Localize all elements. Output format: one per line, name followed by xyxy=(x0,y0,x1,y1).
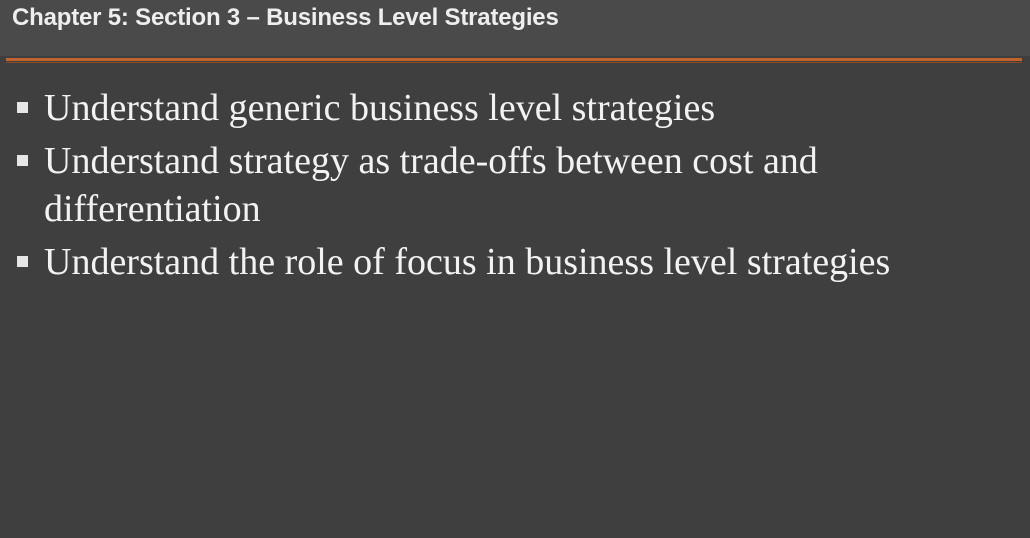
bullet-list: Understand generic business level strate… xyxy=(0,84,1030,291)
slide-title: Chapter 5: Section 3 – Business Level St… xyxy=(12,4,559,31)
square-bullet-icon xyxy=(17,256,28,267)
bullet-item: Understand strategy as trade-offs betwee… xyxy=(0,137,1004,233)
bullet-item: Understand the role of focus in business… xyxy=(0,238,1004,286)
bullet-item: Understand generic business level strate… xyxy=(0,84,1004,132)
slide-header: Chapter 5: Section 3 – Business Level St… xyxy=(0,0,1030,56)
square-bullet-icon xyxy=(17,102,28,113)
bullet-text: Understand strategy as trade-offs betwee… xyxy=(44,140,818,230)
title-divider-shadow xyxy=(6,62,1022,63)
bullet-text: Understand the role of focus in business… xyxy=(44,241,891,283)
square-bullet-icon xyxy=(17,155,28,166)
bullet-text: Understand generic business level strate… xyxy=(44,87,716,129)
title-divider xyxy=(6,58,1022,61)
